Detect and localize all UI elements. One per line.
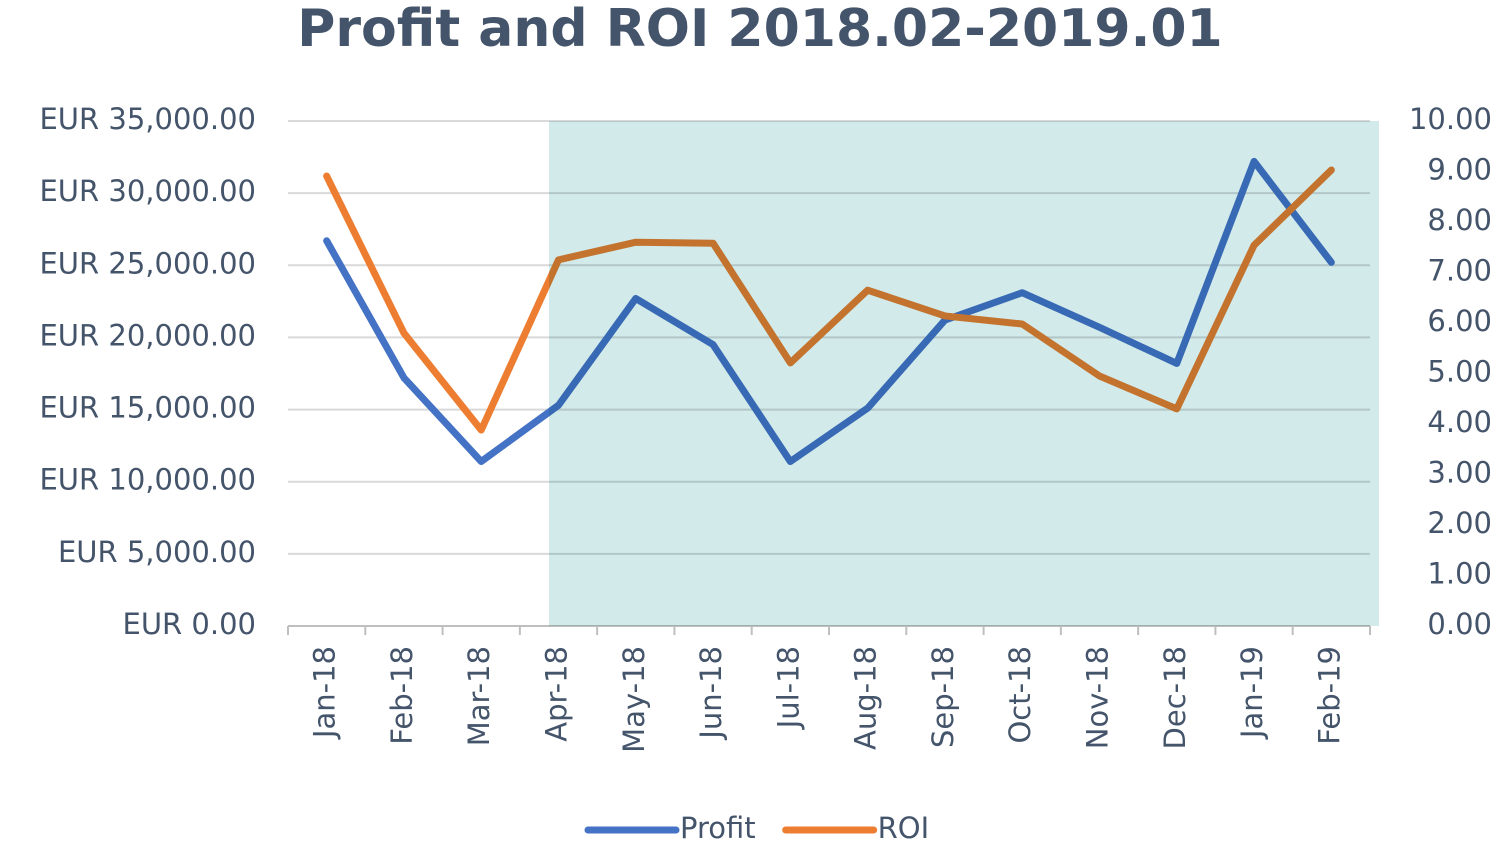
x-tick-label: May-18 [617,646,651,753]
y-tick-label: EUR 35,000.00 [39,102,256,136]
y2-tick-label: 6.00 [1427,304,1492,338]
y2-tick-label: 8.00 [1427,203,1492,237]
x-tick-label: Apr-18 [540,646,574,742]
highlight-region [549,121,1379,626]
y2-tick-label: 0.00 [1427,607,1492,641]
legend-label: Profit [680,811,756,845]
y2-tick-label: 4.00 [1427,405,1492,439]
x-tick-label: Mar-18 [462,646,496,746]
y2-tick-label: 9.00 [1427,153,1492,187]
x-tick-label: Jan-18 [308,646,342,740]
x-tick-label: Jul-18 [771,646,805,730]
chart-title: Profit and ROI 2018.02-2019.01 [297,0,1222,59]
y-tick-label: EUR 10,000.00 [39,463,256,497]
y-tick-label: EUR 5,000.00 [58,535,256,569]
x-tick-label: Oct-18 [1003,646,1037,744]
y-tick-label: EUR 25,000.00 [39,246,256,280]
x-tick-label: Aug-18 [849,646,883,750]
x-tick-label: Jan-19 [1235,646,1269,740]
y2-tick-label: 2.00 [1427,506,1492,540]
legend-label: ROI [878,811,930,845]
y2-tick-label: 7.00 [1427,254,1492,288]
x-tick-label: Nov-18 [1081,646,1115,749]
y2-tick-label: 3.00 [1427,456,1492,490]
x-tick-label: Jun-18 [694,646,728,741]
y2-tick-label: 5.00 [1427,355,1492,389]
x-tick-label: Dec-18 [1158,646,1192,749]
x-tick-label: Feb-18 [385,646,419,745]
x-tick-label: Feb-19 [1312,646,1346,745]
y-tick-label: EUR 20,000.00 [39,318,256,352]
y2-tick-label: 1.00 [1427,557,1492,591]
y-tick-label: EUR 15,000.00 [39,391,256,425]
y2-tick-label: 10.00 [1409,102,1492,136]
y-tick-label: EUR 30,000.00 [39,174,256,208]
y-tick-label: EUR 0.00 [123,607,257,641]
x-tick-label: Sep-18 [926,646,960,748]
